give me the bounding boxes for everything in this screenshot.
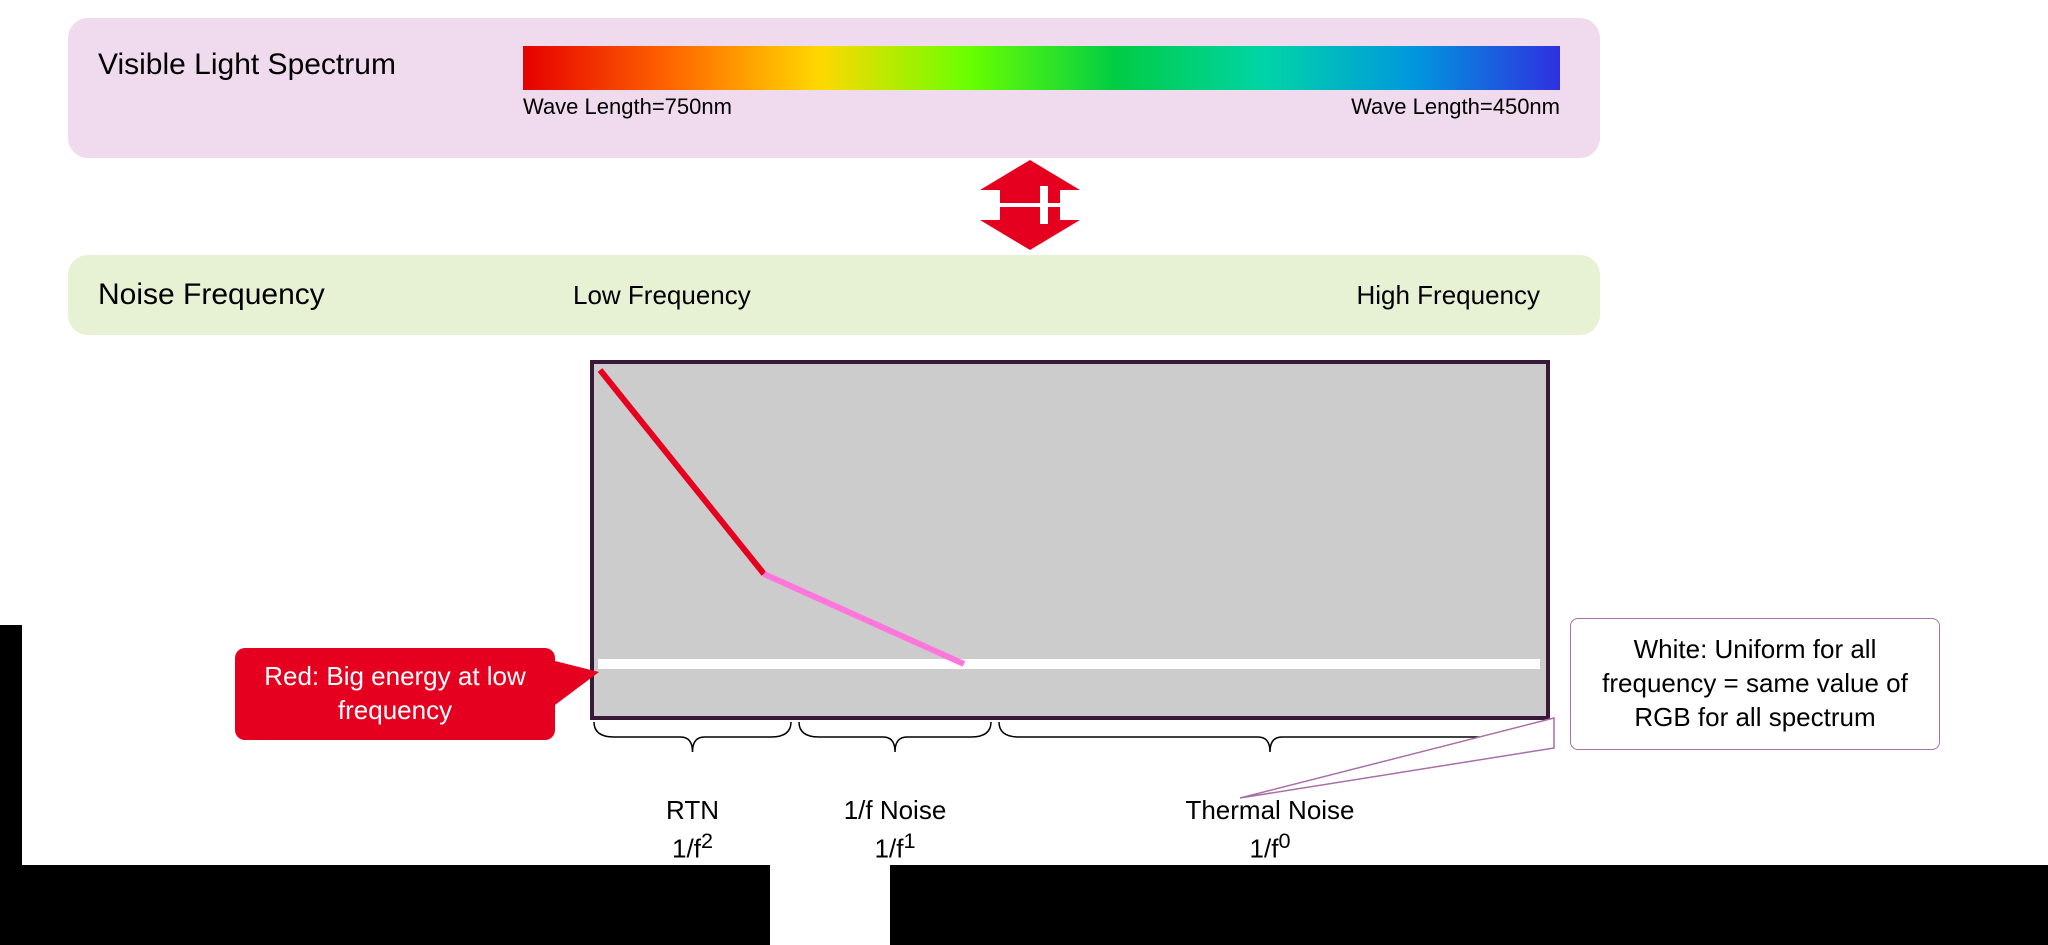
white-callout: White: Uniform for all frequency = same … (1570, 618, 1940, 750)
chart-svg (594, 364, 1546, 716)
spectrum-panel: Visible Light Spectrum Wave Length=750nm… (68, 18, 1600, 158)
wavelength-left-label: Wave Length=750nm (523, 94, 732, 120)
black-footer-right (890, 865, 2048, 945)
double-arrow-icon (980, 160, 1080, 250)
white-callout-text: White: Uniform for all frequency = same … (1585, 633, 1925, 734)
brace-item-0: RTN1/f2 (590, 720, 795, 865)
white-callout-pointer (1570, 618, 1571, 619)
spectrum-labels: Wave Length=750nm Wave Length=450nm (523, 94, 1560, 120)
brace-icon (590, 720, 795, 754)
brace-label: RTN (590, 795, 795, 826)
low-frequency-label: Low Frequency (573, 280, 751, 311)
brace-item-1: 1/f Noise1/f1 (795, 720, 995, 865)
red-callout-text: Red: Big energy at low frequency (245, 660, 545, 728)
brace-sublabel: 1/f0 (995, 828, 1545, 865)
brace-label: Thermal Noise (995, 795, 1545, 826)
red-noise-line (600, 370, 764, 574)
noise-labels: Low Frequency High Frequency (573, 280, 1540, 311)
pink-noise-line (764, 574, 964, 664)
braces-row: RTN1/f21/f Noise1/f1Thermal Noise1/f0 (590, 720, 1550, 860)
spectrum-gradient-bar (523, 46, 1560, 90)
noise-chart (590, 360, 1550, 720)
spectrum-body: Wave Length=750nm Wave Length=450nm (523, 36, 1560, 120)
red-callout: Red: Big energy at low frequency (235, 648, 555, 740)
noise-panel: Noise Frequency Low Frequency High Frequ… (68, 255, 1600, 335)
high-frequency-label: High Frequency (1356, 280, 1540, 311)
spectrum-title: Visible Light Spectrum (98, 48, 396, 82)
brace-icon (795, 720, 995, 754)
brace-label: 1/f Noise (795, 795, 995, 826)
noise-title: Noise Frequency (98, 278, 325, 312)
black-footer-left (0, 865, 770, 945)
chart-plot-area (590, 360, 1550, 720)
brace-sublabel: 1/f1 (795, 828, 995, 865)
wavelength-right-label: Wave Length=450nm (1351, 94, 1560, 120)
brace-sublabel: 1/f2 (590, 828, 795, 865)
